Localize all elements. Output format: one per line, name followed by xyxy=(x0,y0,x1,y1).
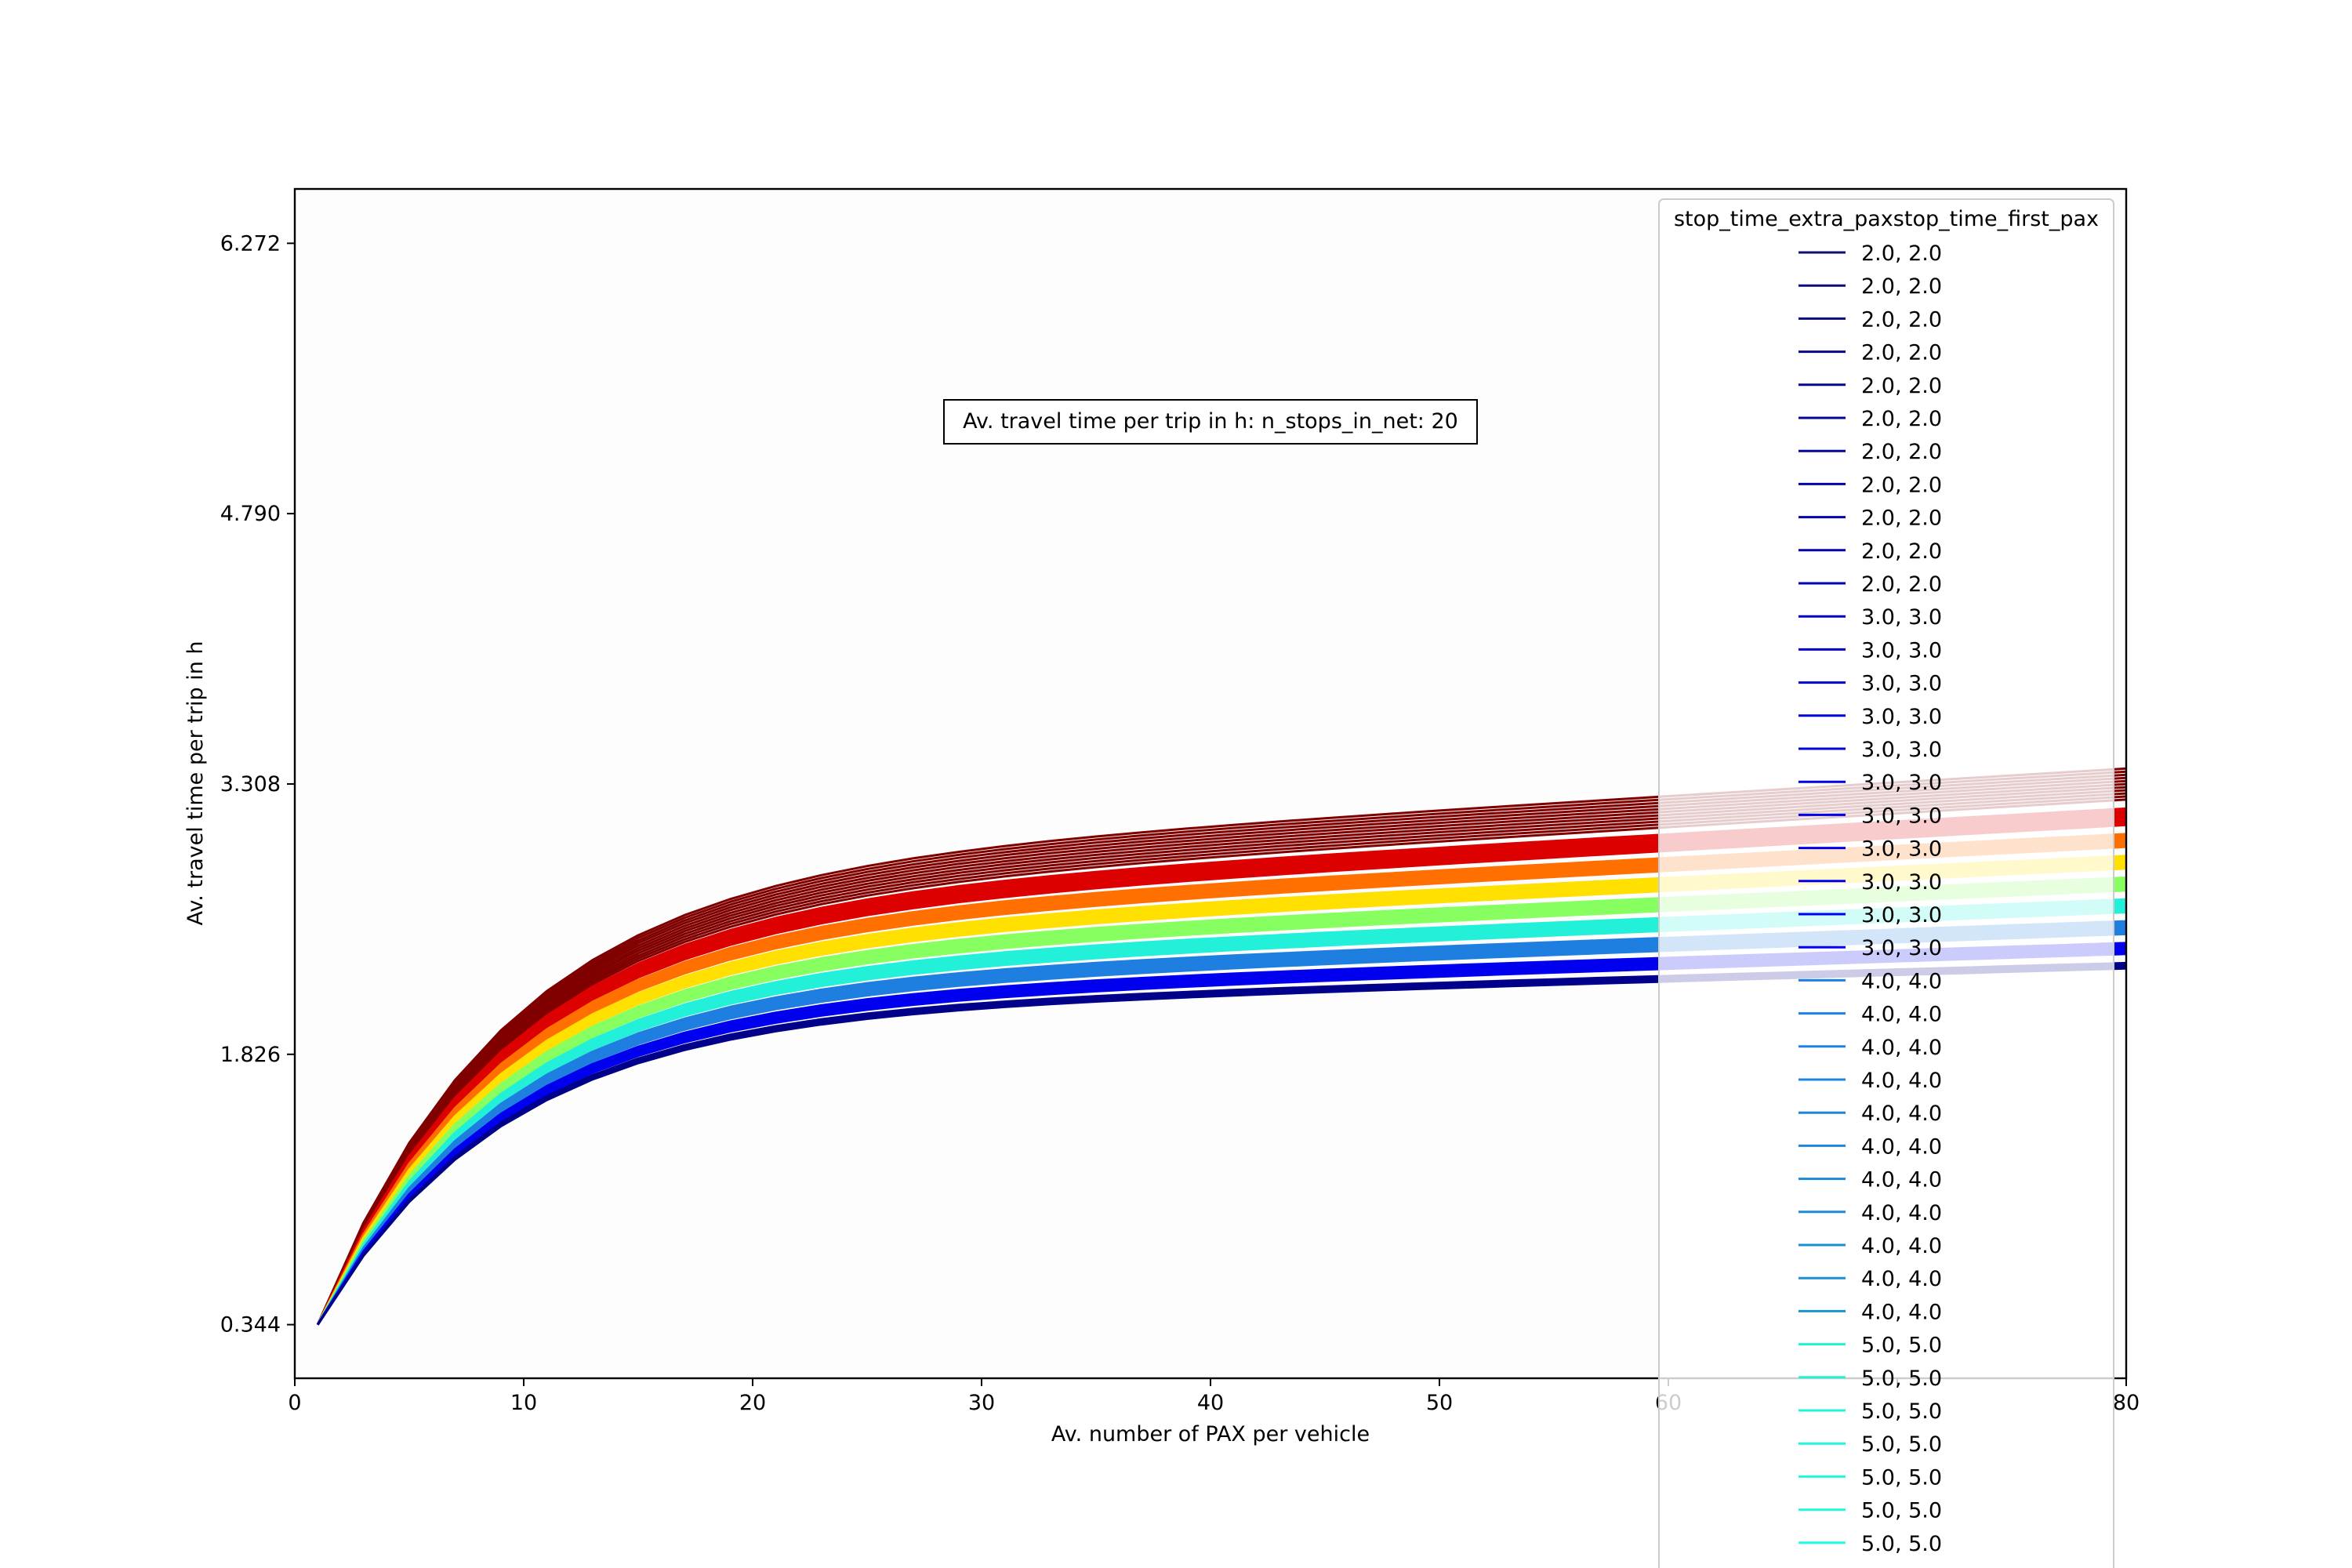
legend-label: 3.0, 3.0 xyxy=(1861,638,1942,662)
annotation-box: Av. travel time per trip in h: n_stops_i… xyxy=(943,399,1478,445)
y-tick-label: 0.344 xyxy=(220,1313,281,1338)
y-tick-label: 4.790 xyxy=(220,502,281,526)
y-tick-label: 1.826 xyxy=(220,1043,281,1067)
legend-label: 2.0, 2.0 xyxy=(1861,307,1942,332)
legend-label: 2.0, 2.0 xyxy=(1861,407,1942,431)
legend-label: 3.0, 3.0 xyxy=(1861,605,1942,630)
legend-label: 2.0, 2.0 xyxy=(1861,241,1942,266)
legend-label: 4.0, 4.0 xyxy=(1861,1069,1942,1093)
y-tick-label: 6.272 xyxy=(220,231,281,256)
legend-label: 3.0, 3.0 xyxy=(1861,870,1942,895)
legend-label: 5.0, 5.0 xyxy=(1861,1399,1942,1424)
x-tick-label: 10 xyxy=(510,1391,537,1415)
legend-label: 3.0, 3.0 xyxy=(1861,804,1942,828)
legend: stop_time_extra_paxstop_time_first_pax 2… xyxy=(1658,198,2114,1568)
legend-label: 3.0, 3.0 xyxy=(1861,705,1942,729)
y-tick-label: 3.308 xyxy=(220,772,281,797)
y-axis-label: Av. travel time per trip in h xyxy=(183,641,208,925)
legend-label: 2.0, 2.0 xyxy=(1861,374,1942,398)
legend-label: 5.0, 5.0 xyxy=(1861,1334,1942,1358)
legend-label: 2.0, 2.0 xyxy=(1861,539,1942,564)
legend-label: 5.0, 5.0 xyxy=(1861,1499,1942,1523)
legend-label: 2.0, 2.0 xyxy=(1861,572,1942,597)
legend-label: 5.0, 5.0 xyxy=(1861,1532,1942,1556)
legend-label: 4.0, 4.0 xyxy=(1861,969,1942,993)
legend-label: 4.0, 4.0 xyxy=(1861,1267,1942,1291)
legend-label: 3.0, 3.0 xyxy=(1861,903,1942,927)
legend-label: 4.0, 4.0 xyxy=(1861,1168,1942,1192)
legend-label: 3.0, 3.0 xyxy=(1861,738,1942,762)
annotation-frame xyxy=(943,399,1478,445)
legend-label: 5.0, 5.0 xyxy=(1861,1565,1942,1568)
x-tick-label: 20 xyxy=(739,1391,766,1415)
annotation-text: Av. travel time per trip in h: n_stops_i… xyxy=(963,409,1458,434)
legend-frame xyxy=(1658,198,2114,1568)
x-tick-label: 0 xyxy=(288,1391,301,1415)
legend-label: 2.0, 2.0 xyxy=(1861,473,1942,497)
legend-label: 3.0, 3.0 xyxy=(1861,771,1942,795)
legend-label: 3.0, 3.0 xyxy=(1861,672,1942,696)
legend-label: 4.0, 4.0 xyxy=(1861,1102,1942,1126)
legend-label: 5.0, 5.0 xyxy=(1861,1465,1942,1490)
legend-label: 2.0, 2.0 xyxy=(1861,440,1942,464)
x-tick-label: 50 xyxy=(1426,1391,1453,1415)
x-tick-label: 40 xyxy=(1197,1391,1224,1415)
legend-label: 4.0, 4.0 xyxy=(1861,1134,1942,1159)
legend-label: 4.0, 4.0 xyxy=(1861,1234,1942,1258)
legend-label: 2.0, 2.0 xyxy=(1861,506,1942,531)
x-tick-label: 80 xyxy=(2113,1391,2140,1415)
legend-label: 3.0, 3.0 xyxy=(1861,837,1942,862)
legend-label: 5.0, 5.0 xyxy=(1861,1367,1942,1391)
legend-label: 4.0, 4.0 xyxy=(1861,1036,1942,1060)
legend-label: 4.0, 4.0 xyxy=(1861,1201,1942,1225)
legend-label: 2.0, 2.0 xyxy=(1861,274,1942,299)
legend-label: 4.0, 4.0 xyxy=(1861,1003,1942,1027)
legend-label: 5.0, 5.0 xyxy=(1861,1432,1942,1457)
legend-label: 2.0, 2.0 xyxy=(1861,341,1942,365)
legend-label: 4.0, 4.0 xyxy=(1861,1300,1942,1324)
legend-label: 3.0, 3.0 xyxy=(1861,936,1942,960)
legend-title: stop_time_extra_paxstop_time_first_pax xyxy=(1674,207,2099,231)
x-tick-label: 30 xyxy=(968,1391,995,1415)
y-axis: 0.344 1.826 3.308 4.790 6.272 xyxy=(220,231,295,1338)
x-axis-label: Av. number of PAX per vehicle xyxy=(1051,1422,1370,1446)
legend-entries: 2.0, 2.0 2.0, 2.0 2.0, 2.0 2.0, 2.0 2.0, 2.0… xyxy=(1798,241,1942,1568)
